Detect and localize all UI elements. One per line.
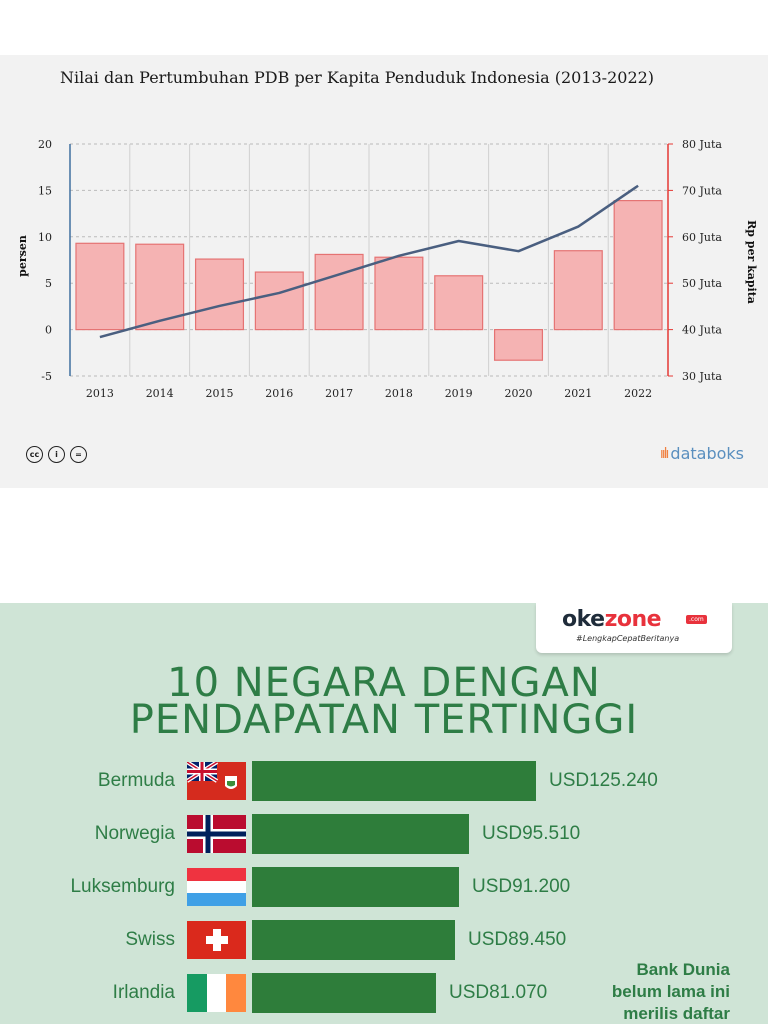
country-name: Irlandia: [112, 982, 175, 1003]
license-icons: cc i =: [26, 446, 87, 463]
bar-2013: [75, 242, 125, 331]
x-tick-label: 2020: [505, 387, 533, 400]
x-tick-label: 2015: [206, 387, 234, 400]
x-tick-label: 2018: [385, 387, 413, 400]
y-tick-left: 20: [38, 138, 52, 151]
okezone-logo-oke: oke: [562, 607, 605, 632]
x-tick-label: 2016: [265, 387, 293, 400]
cc-icon: cc: [26, 446, 43, 463]
country-row-norwegia: Norwegia USD95.510: [0, 812, 768, 856]
bar-2015: [194, 258, 245, 331]
x-tick-label: 2022: [624, 387, 652, 400]
source-note-line: merilis daftar: [623, 1004, 730, 1023]
y-tick-left: 10: [38, 231, 52, 244]
country-name: Bermuda: [97, 770, 175, 791]
by-icon: i: [48, 446, 65, 463]
income-value: USD91.200: [472, 876, 571, 897]
country-name: Luksemburg: [70, 876, 175, 897]
norway-flag: [187, 815, 246, 853]
x-tick-label: 2019: [445, 387, 473, 400]
x-tick-label: 2013: [86, 387, 114, 400]
okezone-tagline: #LengkapCepatBeritanya: [576, 634, 680, 643]
bar-2021: [553, 250, 603, 331]
bermuda-flag: [187, 762, 246, 800]
income-bar: [252, 973, 436, 1013]
y-tick-right: 40 Juta: [682, 324, 722, 337]
y-tick-right: 50 Juta: [682, 277, 722, 290]
ireland-flag: [187, 974, 246, 1012]
okezone-logo-zone: zone: [604, 607, 662, 632]
income-value: USD89.450: [468, 929, 567, 950]
y-tick-right: 70 Juta: [682, 184, 722, 197]
databoks-logo: ıılı databoks: [660, 444, 744, 463]
y-tick-right: 30 Juta: [682, 370, 722, 383]
y-tick-left: -5: [41, 370, 52, 383]
gdp-chart-card: Nilai dan Pertumbuhan PDB per Kapita Pen…: [0, 55, 768, 488]
country-row-irlandia: Irlandia USD81.070: [0, 971, 768, 1015]
x-tick-label: 2014: [146, 387, 174, 400]
y-tick-right: 60 Juta: [682, 231, 722, 244]
x-tick-label: 2017: [325, 387, 353, 400]
infographic-title-line-1: 10 NEGARA DENGAN: [167, 660, 601, 706]
bar-2017: [314, 253, 364, 331]
y-tick-left: 15: [38, 184, 52, 197]
x-tick-label: 2021: [564, 387, 592, 400]
country-name: Swiss: [125, 929, 175, 950]
bar-2014: [135, 243, 185, 331]
line-pdb-per-kapita: [99, 184, 639, 339]
income-bar: [252, 867, 459, 907]
databoks-mark-icon: ıılı: [659, 445, 669, 462]
infographic-title: 10 NEGARA DENGAN PENDAPATAN TERTINGGI: [0, 660, 768, 743]
income-value: USD125.240: [549, 770, 658, 791]
bar-2016: [254, 271, 304, 331]
switzerland-flag: [187, 921, 246, 959]
country-name: Norwegia: [94, 823, 175, 844]
source-note-line: belum lama ini: [611, 982, 730, 1001]
bar-2022: [613, 200, 663, 331]
y-tick-left: 0: [45, 324, 52, 337]
okezone-logo: okezone .com #LengkapCepatBeritanya: [536, 603, 732, 653]
y-tick-left: 5: [45, 277, 52, 290]
equal-icon: =: [70, 446, 87, 463]
chart-title: Nilai dan Pertumbuhan PDB per Kapita Pen…: [60, 68, 655, 87]
country-row-swiss: Swiss USD89.450: [0, 918, 768, 962]
country-row-luksemburg: Luksemburg USD91.200: [0, 865, 768, 909]
okezone-com-badge: .com: [686, 615, 707, 624]
y-tick-right: 80 Juta: [682, 138, 722, 151]
income-value: USD95.510: [482, 823, 581, 844]
y-axis-title-right: Rp per kapita: [745, 220, 758, 304]
bar-2018: [374, 256, 424, 331]
infographic-title-line-2: PENDAPATAN TERTINGGI: [129, 697, 639, 743]
databoks-logo-text: databoks: [670, 444, 744, 463]
income-bar: [252, 761, 536, 801]
gdp-chart: -5 0 5 10 15 20 30 Juta 40 Juta 50 Juta 60 Juta 70…: [16, 138, 758, 400]
country-row-bermuda: Bermuda USD125.240: [0, 759, 768, 803]
source-note: Bank Dunia belum lama ini merilis daftar: [560, 959, 730, 1024]
bar-2020: [493, 329, 544, 361]
source-note-line: Bank Dunia: [636, 960, 730, 979]
income-value: USD81.070: [449, 982, 548, 1003]
income-infographic: okezone .com #LengkapCepatBeritanya 10 N…: [0, 603, 768, 1024]
income-bar: [252, 814, 469, 854]
income-bar: [252, 920, 455, 960]
bar-2019: [434, 275, 484, 331]
y-axis-title-left: persen: [16, 235, 29, 277]
luxembourg-flag: [187, 868, 246, 906]
